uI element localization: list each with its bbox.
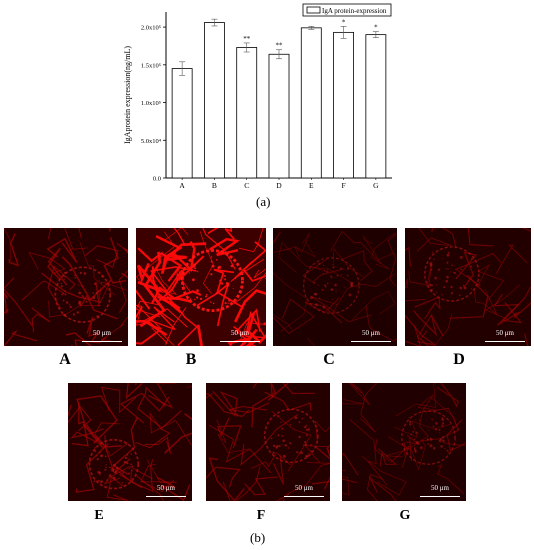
bar-e bbox=[300, 27, 322, 179]
micrograph-panel-d: 50 μm bbox=[405, 228, 531, 346]
scale-bar: 50 μm bbox=[420, 484, 460, 497]
scale-bar: 50 μm bbox=[82, 329, 122, 342]
y-tick-label: 2.0x10⁵ bbox=[141, 25, 161, 32]
panel-label-c: C bbox=[323, 351, 335, 368]
scale-bar-line bbox=[146, 496, 186, 497]
micrograph-panel-a: 50 μm bbox=[4, 228, 128, 346]
scale-bar-label: 50 μm bbox=[362, 329, 380, 337]
scale-bar-label: 50 μm bbox=[295, 484, 313, 492]
micrograph-panel-b: 50 μm bbox=[136, 228, 266, 346]
panel-label-g: G bbox=[399, 508, 411, 523]
significance-mark: * bbox=[342, 18, 346, 26]
y-tick-label: 5.0x10⁴ bbox=[141, 138, 162, 145]
micrograph-panel-f: 50 μm bbox=[206, 383, 330, 501]
scale-bar-label: 50 μm bbox=[231, 329, 249, 337]
x-tick-label: E bbox=[309, 181, 314, 190]
scale-bar: 50 μm bbox=[146, 484, 186, 497]
micrograph-panel-e: 50 μm bbox=[68, 383, 192, 501]
y-tick-label: 1.5x10⁵ bbox=[141, 62, 161, 69]
scale-bar-line bbox=[485, 341, 525, 342]
micrograph-image bbox=[136, 228, 266, 346]
legend-box bbox=[302, 3, 392, 17]
x-labels: A B C D E F G bbox=[179, 178, 379, 190]
scale-bar-label: 50 μm bbox=[496, 329, 514, 337]
bar-g bbox=[365, 34, 387, 179]
scale-bar-line bbox=[420, 496, 460, 497]
legend-label: IgA protein-expression bbox=[322, 7, 387, 15]
panel-label-f: F bbox=[256, 508, 266, 523]
bars: ****** bbox=[171, 18, 387, 179]
significance-mark: ** bbox=[243, 35, 251, 43]
x-tick-label: A bbox=[179, 181, 185, 190]
significance-mark: ** bbox=[276, 42, 284, 50]
legend-swatch bbox=[306, 6, 321, 14]
bar-a bbox=[171, 68, 193, 179]
micrograph-panel-c: 50 μm bbox=[273, 228, 397, 346]
micrograph-image bbox=[4, 228, 128, 346]
y-ticks: 0.0 5.0x10⁴ 1.0x10⁵ 1.5x10⁵ 2.0x10⁵ bbox=[141, 25, 166, 183]
bar-d bbox=[268, 53, 290, 179]
caption-b: (b) bbox=[250, 530, 266, 545]
micrograph-image bbox=[342, 383, 466, 501]
scale-bar-line bbox=[220, 341, 260, 342]
x-tick-label: D bbox=[276, 181, 282, 190]
significance-mark: * bbox=[374, 24, 378, 32]
caption-a: (a) bbox=[256, 194, 271, 209]
scale-bar: 50 μm bbox=[284, 484, 324, 497]
y-axis-label: IgAprotein expression(ng/mL) bbox=[123, 46, 132, 144]
micrograph-image bbox=[68, 383, 192, 501]
scale-bar-line bbox=[351, 341, 391, 342]
scale-bar-label: 50 μm bbox=[157, 484, 175, 492]
bar-b bbox=[204, 22, 225, 179]
scale-bar: 50 μm bbox=[485, 329, 525, 342]
scale-bar: 50 μm bbox=[351, 329, 391, 342]
legend: IgA protein-expression bbox=[302, 3, 392, 17]
panel-label-e: E bbox=[94, 508, 104, 523]
scale-bar-label: 50 μm bbox=[93, 329, 111, 337]
scale-bar-label: 50 μm bbox=[431, 484, 449, 492]
micrograph-image bbox=[405, 228, 531, 346]
x-tick-label: C bbox=[244, 181, 249, 190]
scale-bar: 50 μm bbox=[220, 329, 260, 342]
bar-f bbox=[333, 31, 354, 179]
micrograph-panel-g: 50 μm bbox=[342, 383, 466, 501]
bar-c bbox=[236, 47, 258, 179]
scale-bar-line bbox=[82, 341, 122, 342]
y-tick-label: 1.0x10⁵ bbox=[141, 100, 161, 107]
x-tick-label: F bbox=[341, 181, 345, 190]
panel-label-d: D bbox=[453, 351, 465, 368]
panel-label-a: A bbox=[59, 351, 71, 368]
x-tick-label: B bbox=[212, 181, 217, 190]
y-tick-label: 0.0 bbox=[153, 176, 161, 183]
panel-label-b: B bbox=[185, 351, 197, 368]
scale-bar-line bbox=[284, 496, 324, 497]
x-tick-label: G bbox=[373, 181, 379, 190]
micrograph-image bbox=[273, 228, 397, 346]
micrograph-image bbox=[206, 383, 330, 501]
